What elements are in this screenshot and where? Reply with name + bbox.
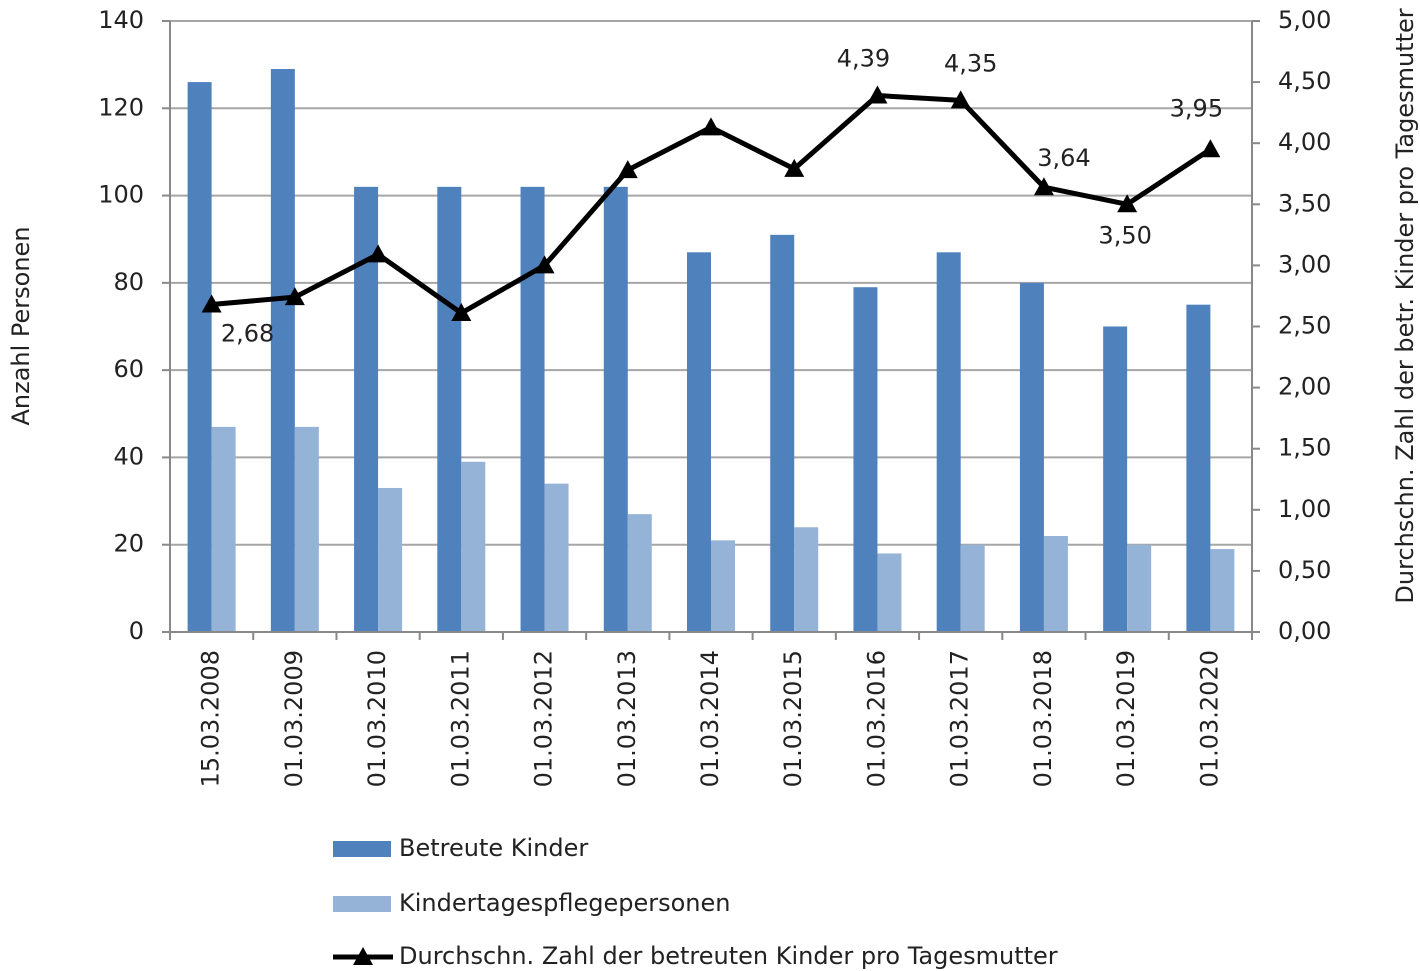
bar: [877, 553, 902, 632]
x-tick-label: 01.03.2013: [613, 650, 641, 787]
y-tick-label: 100: [98, 181, 144, 209]
marker: [701, 117, 721, 136]
x-tick-label: 01.03.2012: [530, 650, 558, 787]
bar: [627, 514, 652, 632]
x-tick-label: 01.03.2018: [1029, 650, 1057, 787]
marker: [201, 294, 222, 313]
data-label: 3,50: [1098, 221, 1151, 249]
y-tick-label: 60: [113, 355, 144, 383]
bar: [794, 527, 819, 632]
x-tick-label: 01.03.2015: [779, 650, 807, 787]
marker: [451, 303, 472, 322]
y2-tick-label: 5,00: [1278, 6, 1331, 34]
x-tick-label: 01.03.2011: [446, 650, 474, 787]
y2-tick-label: 0,00: [1278, 617, 1331, 645]
marker: [617, 160, 638, 179]
bar: [711, 540, 735, 632]
bar: [1210, 549, 1235, 632]
bar: [936, 252, 961, 633]
bar: [1127, 544, 1152, 632]
data-label: 3,64: [1037, 144, 1090, 172]
bar: [1019, 282, 1044, 632]
bar: [1103, 326, 1128, 632]
marker: [1033, 177, 1054, 196]
bar: [461, 461, 486, 632]
x-tick-label: 01.03.2019: [1112, 650, 1140, 787]
marker: [1200, 139, 1221, 158]
y2-tick-label: 0,50: [1278, 556, 1331, 584]
x-tick-label: 01.03.2016: [862, 650, 890, 787]
y2-tick-label: 1,00: [1278, 495, 1331, 523]
data-label: 2,68: [221, 320, 274, 348]
legend-label: Betreute Kinder: [399, 834, 588, 862]
marker: [368, 244, 389, 263]
y2-tick-label: 3,50: [1278, 189, 1331, 217]
data-label: 4,39: [837, 45, 890, 73]
bar: [687, 252, 711, 633]
data-label: 3,95: [1170, 94, 1223, 122]
y2-tick-label: 2,00: [1278, 373, 1331, 401]
bar: [437, 186, 462, 633]
y-tick-label: 80: [113, 268, 144, 296]
bar: [1043, 535, 1068, 632]
bar: [770, 234, 795, 632]
y2-axis-label: Durchschn. Zahl der betr. Kinder pro Tag…: [1391, 8, 1419, 603]
bar: [853, 287, 878, 632]
y-tick-label: 0: [129, 617, 144, 645]
bar: [378, 487, 403, 632]
marker: [284, 287, 305, 306]
marker: [867, 85, 888, 104]
y-tick-label: 120: [98, 93, 144, 121]
x-tick-label: 15.03.2008: [197, 650, 225, 787]
y-tick-label: 140: [98, 6, 144, 34]
y2-tick-label: 4,00: [1278, 128, 1331, 156]
marker: [1117, 194, 1138, 213]
y-axis-label: Anzahl Personen: [7, 226, 35, 425]
bar: [1186, 304, 1211, 632]
y-tick-label: 20: [113, 530, 144, 558]
data-label: 4,35: [944, 49, 997, 77]
bar: [960, 544, 985, 632]
y2-tick-label: 2,50: [1278, 312, 1331, 340]
y2-tick-label: 3,00: [1278, 250, 1331, 278]
y2-tick-label: 4,50: [1278, 67, 1331, 95]
bar: [544, 483, 569, 632]
legend-marker: [353, 947, 373, 965]
marker: [534, 255, 555, 274]
legend-swatch: [333, 896, 391, 912]
bar: [187, 82, 212, 633]
legend-label: Durchschn. Zahl der betreuten Kinder pro…: [399, 942, 1058, 970]
x-tick-label: 01.03.2017: [946, 650, 974, 787]
y2-tick-label: 1,50: [1278, 434, 1331, 462]
bar: [211, 426, 236, 632]
marker: [784, 158, 805, 177]
legend-swatch: [333, 841, 391, 857]
bar: [520, 186, 545, 633]
marker: [950, 90, 971, 109]
bar: [603, 186, 628, 633]
x-tick-label: 01.03.2014: [696, 650, 724, 787]
y-tick-label: 40: [113, 442, 144, 470]
legend-label: Kindertagespflegepersonen: [399, 889, 730, 917]
x-tick-label: 01.03.2010: [363, 650, 391, 787]
bar: [294, 426, 319, 632]
x-tick-label: 01.03.2009: [280, 650, 308, 787]
x-tick-label: 01.03.2020: [1195, 650, 1223, 787]
bar: [270, 69, 295, 632]
